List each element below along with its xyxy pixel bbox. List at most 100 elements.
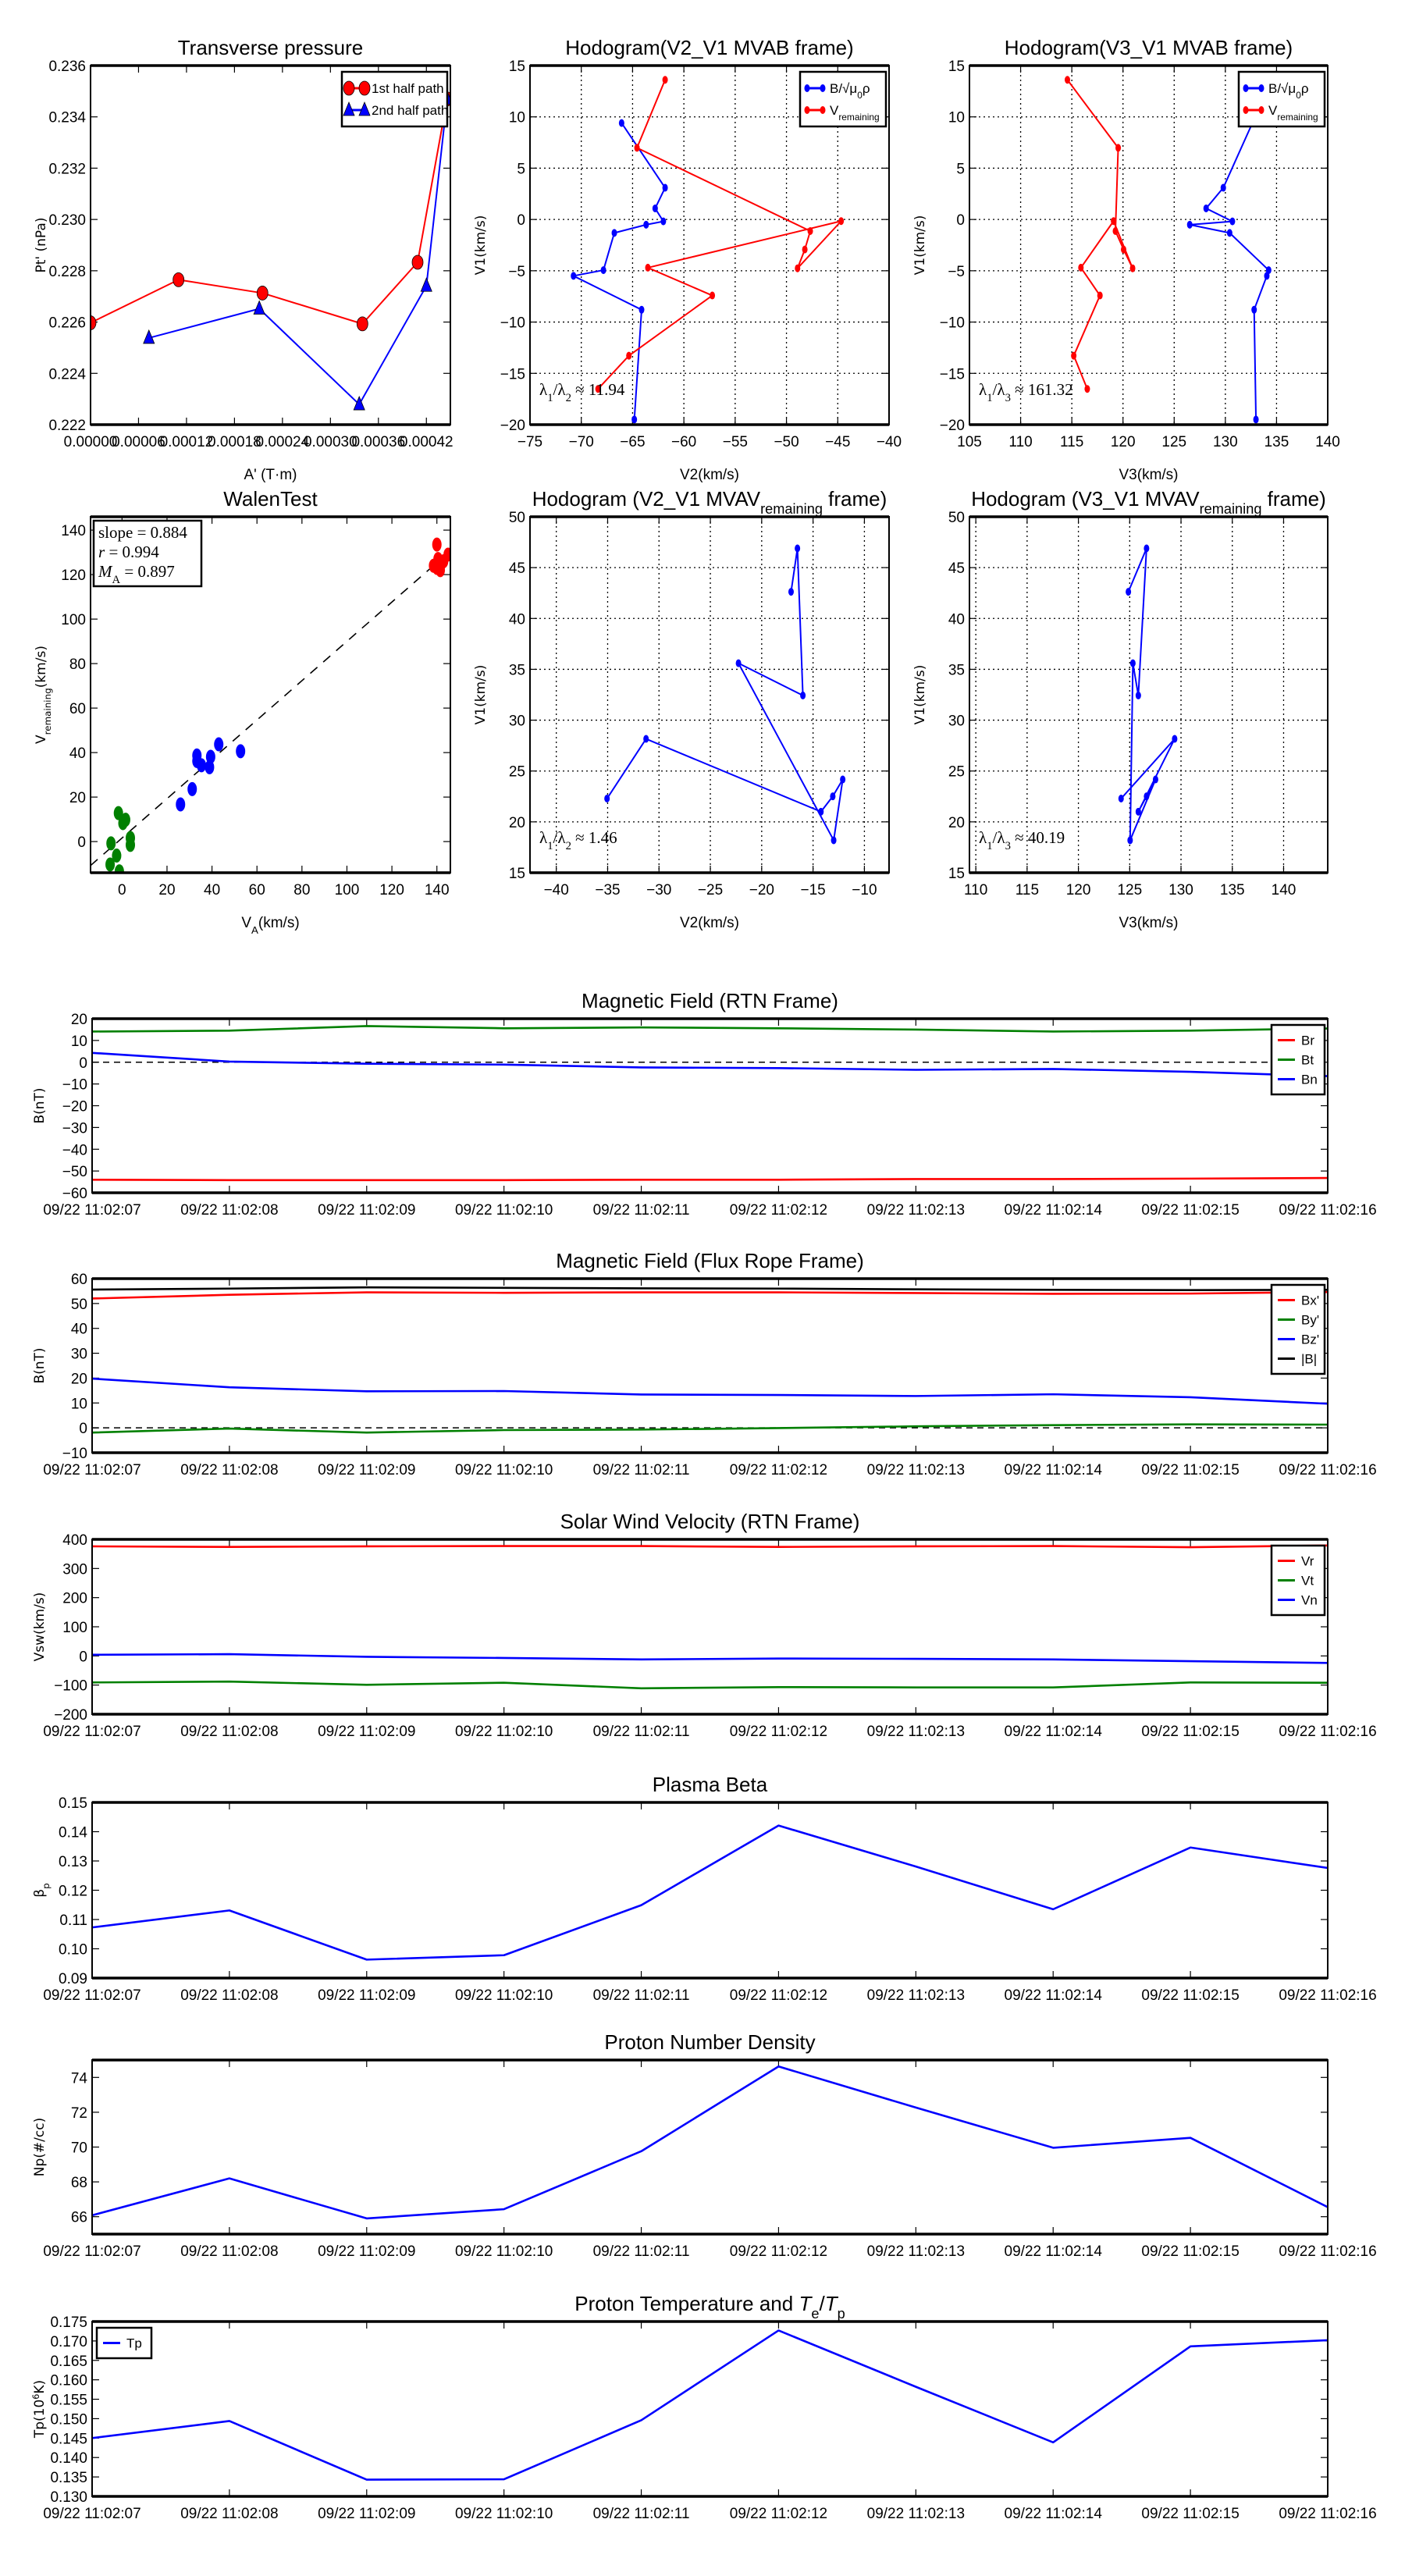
legend-label: Vt	[1301, 1574, 1314, 1589]
x-tick-label: 09/22 11:02:14	[1005, 1462, 1103, 1478]
x-tick-label: −65	[620, 434, 645, 450]
y-tick-label: 72	[71, 2105, 87, 2122]
data-point	[660, 217, 667, 226]
y-tick-label: 0.12	[59, 1884, 87, 1900]
data-point	[91, 315, 97, 330]
legend-marker	[1258, 106, 1264, 114]
data-point	[443, 547, 450, 562]
fit-line	[91, 550, 450, 866]
data-point	[1172, 735, 1178, 743]
legend-marker	[804, 106, 810, 114]
x-tick-label: −35	[595, 882, 620, 898]
y-axis-label-part: V	[34, 735, 49, 744]
x-tick-label: 120	[1111, 434, 1136, 450]
y-tick-label: 40	[69, 745, 86, 762]
chart-title-part: frame)	[1261, 487, 1325, 511]
axes-frame	[91, 2059, 1329, 2235]
x-tick-label: 09/22 11:02:13	[867, 1987, 965, 2004]
legend-label-part: V	[830, 103, 839, 118]
x-tick-label: −45	[825, 434, 850, 450]
legend-label: Bn	[1301, 1073, 1318, 1087]
stats-line: slope = 0.884	[98, 523, 187, 542]
data-point	[1111, 217, 1117, 226]
x-tick-label: 09/22 11:02:14	[1005, 1202, 1103, 1219]
data-point	[256, 286, 269, 301]
x-tick-label: −40	[544, 882, 569, 898]
series-line-1st-half-path	[91, 98, 448, 325]
data-point	[1144, 544, 1150, 553]
series-line-beta	[92, 1824, 1328, 1961]
legend-label-part: remaining	[838, 112, 879, 123]
data-point	[105, 857, 116, 872]
y-tick-label: 50	[509, 510, 525, 526]
chart-panel: Magnetic Field (Flux Rope Frame) 09/22 11…	[32, 1249, 1377, 1478]
legend-label: Vn	[1301, 1593, 1318, 1608]
y-tick-label: 30	[71, 1347, 87, 1363]
x-tick-label: −70	[569, 434, 594, 450]
x-tick-label: 125	[1161, 434, 1186, 450]
chart-panel: Hodogram (V2_V1 MVAVremaining frame) −40 −…	[473, 487, 890, 931]
chart-title-part: Proton Temperature and	[574, 2292, 799, 2315]
data-point	[571, 272, 577, 280]
y-axis-label: V1(km/s)	[912, 215, 928, 276]
y-tick-label: 0.228	[48, 264, 86, 280]
y-tick-label: −5	[948, 264, 965, 280]
y-tick-label: −10	[62, 1077, 87, 1094]
y-tick-label: 0.150	[50, 2411, 87, 2428]
x-tick-label: 100	[335, 882, 360, 898]
data-point	[795, 264, 801, 272]
data-point	[106, 836, 116, 851]
chart-panel: Hodogram(V2_V1 MVAB frame) −75 −70 −65 −60 −5…	[473, 36, 902, 483]
x-tick-label: −25	[698, 882, 723, 898]
plot-area	[92, 2065, 1328, 2220]
x-tick-label: 09/22 11:02:10	[455, 2506, 553, 2522]
x-axis-label: V3(km/s)	[1119, 915, 1179, 931]
y-tick-label: 0	[79, 1055, 87, 1072]
chart-panel: Magnetic Field (RTN Frame) 09/22 11:02:07…	[32, 989, 1377, 1219]
x-tick-label: −60	[671, 434, 696, 450]
x-tick-label: 09/22 11:02:08	[180, 2506, 278, 2522]
legend-label-part: B/√μ	[1268, 81, 1296, 96]
chart-title-part: remaining	[1200, 501, 1262, 517]
y-tick-label: 15	[948, 866, 965, 882]
series-line-Tp	[92, 2329, 1328, 2481]
x-tick-label: 120	[1066, 882, 1091, 898]
x-tick-label: 0.00030	[304, 434, 357, 450]
legend-label-part: 0	[857, 90, 863, 101]
data-point	[634, 144, 640, 152]
data-point	[840, 775, 846, 784]
x-tick-label: 09/22 11:02:11	[593, 2243, 690, 2260]
legend-marker	[804, 84, 810, 92]
x-tick-label: 09/22 11:02:15	[1141, 1987, 1239, 2004]
y-tick-label: 0.170	[50, 2334, 87, 2350]
x-tick-label: 09/22 11:02:08	[180, 1462, 278, 1478]
y-tick-label: 40	[71, 1322, 87, 1338]
y-tick-label: 0	[77, 834, 86, 851]
stats-line-part: = 0.994	[105, 543, 159, 561]
x-tick-label: 09/22 11:02:10	[455, 1202, 553, 1219]
x-tick-label: 09/22 11:02:09	[318, 2506, 415, 2522]
axes-frame	[91, 1802, 1329, 1979]
series-line-Vr	[92, 1544, 1328, 1549]
x-tick-label: 09/22 11:02:15	[1141, 1724, 1239, 1740]
y-tick-label: 15	[509, 866, 525, 882]
legend-marker	[820, 84, 826, 92]
data-point	[411, 254, 424, 270]
data-point	[600, 266, 606, 275]
chart-title-part: /	[819, 2292, 825, 2315]
data-point	[1152, 775, 1158, 784]
x-tick-label: 09/22 11:02:08	[180, 1724, 278, 1740]
chart-title: Hodogram (V2_V1 MVAVremaining frame)	[532, 487, 887, 517]
x-tick-label: 09/22 11:02:07	[43, 2506, 140, 2522]
data-point	[1121, 245, 1127, 254]
data-point	[125, 838, 135, 852]
data-point	[1253, 415, 1259, 424]
series-line-Br	[92, 1176, 1328, 1182]
axes-frame	[91, 2321, 1329, 2497]
y-tick-label: 0.13	[59, 1854, 87, 1870]
y-tick-label: 0.10	[59, 1942, 87, 1959]
x-tick-label: 0.00018	[208, 434, 261, 450]
y-tick-label: 0	[79, 1649, 87, 1665]
y-tick-label: 30	[948, 713, 965, 730]
